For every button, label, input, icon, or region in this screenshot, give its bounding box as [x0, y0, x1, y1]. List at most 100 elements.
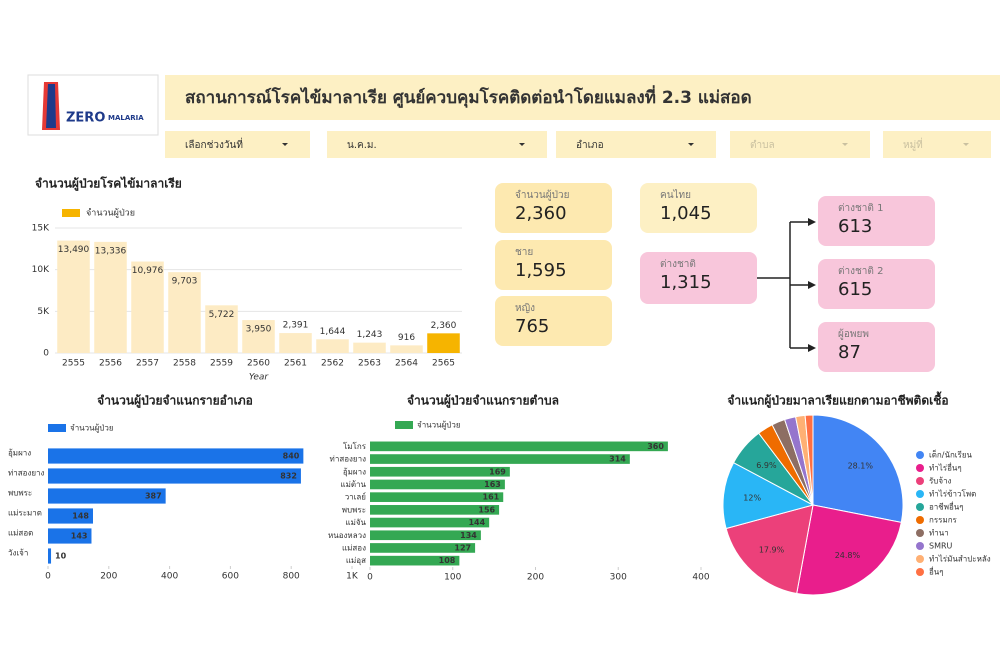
arrowhead: [808, 218, 816, 226]
data-label: 143: [71, 532, 88, 541]
pie-slice: [796, 504, 902, 596]
data-label: 314: [609, 455, 626, 464]
kpi-label: ต่างชาติ: [660, 259, 696, 270]
legend-swatch: [48, 424, 66, 432]
bar: [131, 261, 164, 353]
legend-swatch: [916, 555, 924, 563]
filter-dropdown[interactable]: [327, 131, 547, 158]
x-tick-label: 2560: [247, 359, 270, 369]
pie-slice: [722, 461, 815, 530]
data-label: 127: [454, 543, 471, 552]
legend-label: รับจ้าง: [929, 477, 952, 486]
kpi-label: จำนวนผู้ป่วย: [515, 189, 569, 201]
y-tick-label: วาเลย์: [345, 492, 366, 502]
legend-label: ทำนา: [929, 529, 949, 538]
y-tick-label: แม่ระมาด: [8, 509, 42, 518]
legend-label: ทำไร่อื่นๆ: [929, 462, 962, 473]
data-label: 5,722: [209, 310, 235, 320]
bar: [48, 448, 304, 464]
bar: [48, 488, 166, 504]
bar: [48, 508, 93, 524]
x-tick-label: 1K: [346, 572, 359, 582]
kpi-label: ผู้อพยพ: [838, 328, 869, 340]
dropdown-arrow: [963, 143, 969, 146]
pie-slice: [725, 504, 814, 595]
x-tick-label: 2563: [358, 359, 381, 369]
page-title: สถานการณ์โรคไข้มาลาเรีย ศูนย์ควบคุมโรคติ…: [185, 85, 752, 109]
data-label: 387: [145, 492, 162, 501]
x-tick-label: 200: [527, 573, 544, 583]
x-tick-label: 2557: [136, 359, 159, 369]
kpi-card: [640, 183, 757, 233]
chart-title: จำนวนผู้ป่วยจำแนกรายตำบล: [407, 394, 559, 409]
filter-label: หมู่ที่: [903, 137, 923, 151]
data-label: 832: [280, 472, 297, 481]
kpi-card: [495, 240, 612, 290]
x-tick-label: 2556: [99, 359, 122, 369]
data-label: 13,490: [58, 245, 90, 255]
bar: [370, 555, 460, 566]
bar: [370, 530, 481, 541]
kpi-value: 1,045: [660, 203, 712, 224]
bar: [427, 333, 460, 353]
data-label: 360: [647, 442, 664, 451]
data-label: 916: [398, 333, 415, 343]
x-tick-label: 2559: [210, 359, 233, 369]
bar: [48, 548, 52, 564]
filter-dropdown[interactable]: [556, 131, 716, 158]
bar: [279, 333, 312, 353]
x-tick-label: 600: [222, 572, 239, 582]
legend-label: จำนวนผู้ป่วย: [70, 424, 114, 434]
filter-dropdown[interactable]: [730, 131, 870, 158]
kpi-card: [818, 196, 935, 246]
chart-title: จำแนกผู้ป่วยมาลาเรียแยกตามอาชีพติดเชื้อ: [727, 391, 948, 409]
kpi-card: [495, 296, 612, 346]
x-tick-label: 800: [283, 572, 300, 582]
bar: [48, 528, 92, 544]
filter-label: เลือกช่วงวันที่: [185, 137, 243, 151]
x-tick-label: 100: [444, 573, 461, 583]
kpi-card: [818, 322, 935, 372]
legend-swatch: [916, 490, 924, 498]
y-tick-label: แม่สอด: [8, 529, 33, 538]
data-label: 12%: [743, 494, 761, 503]
data-label: 1,243: [357, 330, 383, 340]
y-tick-label: 10K: [32, 265, 50, 275]
filter-label: อำเภอ: [576, 140, 604, 151]
legend-swatch: [916, 464, 924, 472]
data-label: 13,336: [95, 246, 127, 256]
bar: [370, 517, 490, 528]
bar: [370, 454, 630, 464]
bar: [242, 320, 275, 353]
y-tick-label: พบพระ: [342, 505, 366, 514]
y-tick-label: อุ้มผาง: [343, 467, 366, 476]
legend-label: กรรมกร: [929, 516, 958, 525]
bar: [353, 342, 386, 353]
bar: [370, 441, 668, 452]
kpi-value: 765: [515, 316, 549, 337]
legend-label: อื่นๆ: [929, 566, 944, 577]
legend-label: จำนวนผู้ป่วย: [417, 421, 461, 431]
y-tick-label: โมโกร: [343, 441, 367, 451]
bar: [370, 505, 500, 515]
x-tick-label: 2555: [62, 359, 85, 369]
kpi-value: 87: [838, 342, 861, 363]
title-bar: [165, 75, 1000, 120]
bar: [370, 466, 510, 477]
data-label: 6.9%: [756, 461, 777, 470]
data-label: 24.8%: [835, 551, 861, 560]
legend-swatch: [62, 209, 80, 217]
x-tick-label: 400: [161, 572, 178, 582]
legend-label: SMRU: [929, 542, 953, 551]
dropdown-arrow: [519, 143, 525, 146]
y-tick-label: แม่อุส: [346, 556, 366, 565]
kpi-value: 2,360: [515, 203, 567, 224]
legend-label: จำนวนผู้ป่วย: [86, 208, 135, 219]
y-tick-label: หนองหลวง: [328, 531, 366, 540]
filter-dropdown[interactable]: [883, 131, 991, 158]
bar: [390, 345, 423, 353]
y-tick-label: 0: [43, 349, 49, 359]
data-label: 10: [55, 552, 67, 561]
data-label: 163: [484, 480, 501, 489]
legend-swatch: [916, 503, 924, 511]
